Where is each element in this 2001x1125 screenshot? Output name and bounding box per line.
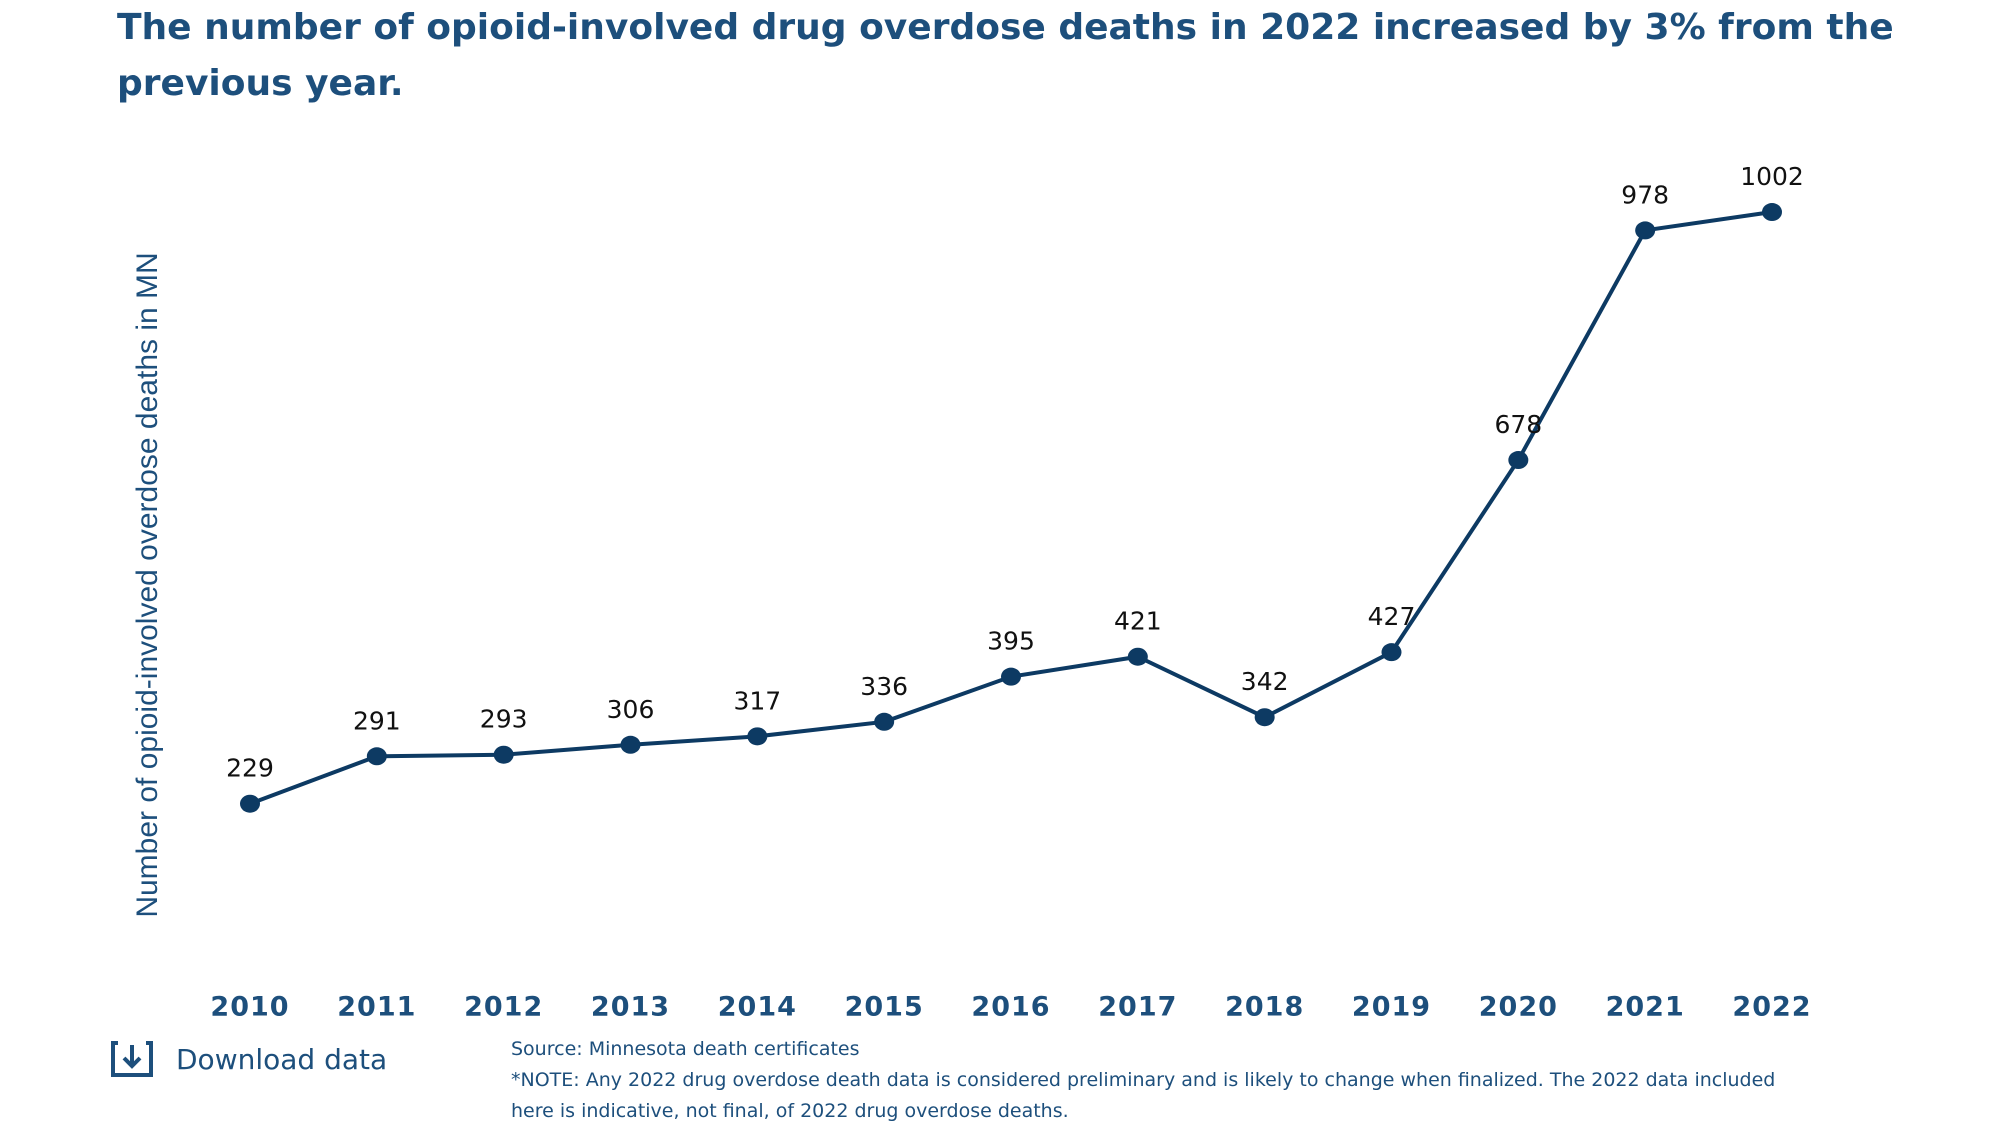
point — [874, 712, 895, 731]
point — [493, 745, 514, 764]
note: *NOTE: Any 2022 drug overdose death data… — [511, 1069, 1776, 1122]
point — [747, 727, 768, 746]
point — [1381, 643, 1402, 662]
point — [1127, 647, 1148, 666]
point — [1254, 708, 1275, 727]
value-label: 395 — [987, 627, 1035, 656]
y-axis-label: Number of opioid-involved overdose death… — [131, 252, 164, 917]
value-label: 678 — [1494, 410, 1542, 439]
point — [620, 735, 641, 754]
point — [1762, 203, 1782, 222]
download-button[interactable]: Download data — [110, 1040, 387, 1078]
x-tick-label: 2010 — [210, 992, 289, 1023]
value-label: 1002 — [1740, 162, 1804, 191]
value-label: 293 — [480, 705, 528, 734]
value-label: 336 — [860, 672, 908, 701]
point — [1001, 667, 1021, 686]
source: Source: Minnesota death certificates — [511, 1038, 860, 1060]
x-tick-label: 2019 — [1352, 992, 1431, 1023]
footnotes: Source: Minnesota death certificates *NO… — [511, 1034, 1811, 1125]
point — [1508, 451, 1529, 470]
value-label: 421 — [1114, 607, 1162, 636]
x-tick-label: 2014 — [718, 992, 797, 1023]
x-tick-label: 2011 — [337, 992, 416, 1023]
value-label: 427 — [1368, 602, 1416, 631]
value-label: 291 — [353, 706, 401, 735]
point — [366, 747, 387, 766]
value-label: 229 — [226, 754, 274, 783]
value-label: 342 — [1241, 667, 1289, 696]
point — [1635, 221, 1656, 240]
x-tick-label: 2021 — [1606, 992, 1685, 1023]
download-label[interactable]: Download data — [176, 1042, 388, 1076]
x-tick-label: 2015 — [845, 992, 924, 1023]
value-label: 306 — [607, 695, 655, 724]
x-tick-label: 2013 — [591, 992, 670, 1023]
x-tick-label: 2012 — [464, 992, 543, 1023]
x-tick-label: 2020 — [1479, 992, 1558, 1023]
value-label: 978 — [1621, 180, 1669, 209]
download-icon — [111, 1041, 153, 1077]
point — [240, 794, 260, 813]
value-label: 317 — [733, 686, 781, 715]
x-tick-label: 2016 — [971, 992, 1050, 1023]
x-tick-label: 2022 — [1732, 992, 1811, 1023]
x-tick-label: 2017 — [1098, 992, 1177, 1023]
chart-title: The number of opioid-involved drug overd… — [117, 7, 1894, 104]
x-tick-label: 2018 — [1225, 992, 1304, 1023]
line — [249, 210, 1773, 806]
